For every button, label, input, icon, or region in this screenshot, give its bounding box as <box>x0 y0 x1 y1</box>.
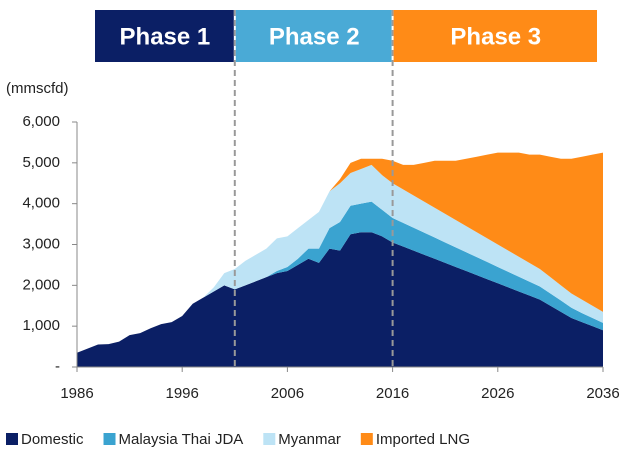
x-tick-label: 1986 <box>60 385 93 402</box>
legend-swatch <box>103 433 116 445</box>
legend-label: Imported LNG <box>376 431 470 448</box>
legend-label: Domestic <box>21 431 84 448</box>
x-tick-label: 2036 <box>586 385 619 402</box>
y-tick-label: 4,000 <box>22 195 60 212</box>
unit-label: (mmscfd) <box>6 80 69 97</box>
phase-bar <box>393 10 597 62</box>
phase-label: Phase 1 <box>120 23 211 50</box>
phase-bar <box>95 10 234 62</box>
y-tick-label: 3,000 <box>22 235 60 252</box>
area <box>77 232 603 367</box>
x-tick-label: 1996 <box>166 385 199 402</box>
area <box>77 152 603 353</box>
y-tick-label: 1,000 <box>22 317 60 334</box>
phase-label: Phase 2 <box>269 23 360 50</box>
y-tick-label: 2,000 <box>22 276 60 293</box>
legend-swatch <box>360 433 373 445</box>
area <box>77 201 603 353</box>
area <box>77 164 603 353</box>
phase-bar <box>235 10 392 62</box>
y-tick-label: 6,000 <box>22 113 60 130</box>
legend-label: Myanmar <box>278 431 341 448</box>
x-tick-label: 2006 <box>271 385 304 402</box>
phase-label: Phase 3 <box>450 23 541 50</box>
y-tick-label: - <box>55 358 60 375</box>
y-tick-label: 5,000 <box>22 154 60 171</box>
legend-swatch <box>6 433 18 445</box>
x-tick-label: 2016 <box>376 385 409 402</box>
legend-label: Malaysia Thai JDA <box>119 431 244 448</box>
x-tick-label: 2026 <box>481 385 514 402</box>
legend-swatch <box>263 433 276 445</box>
